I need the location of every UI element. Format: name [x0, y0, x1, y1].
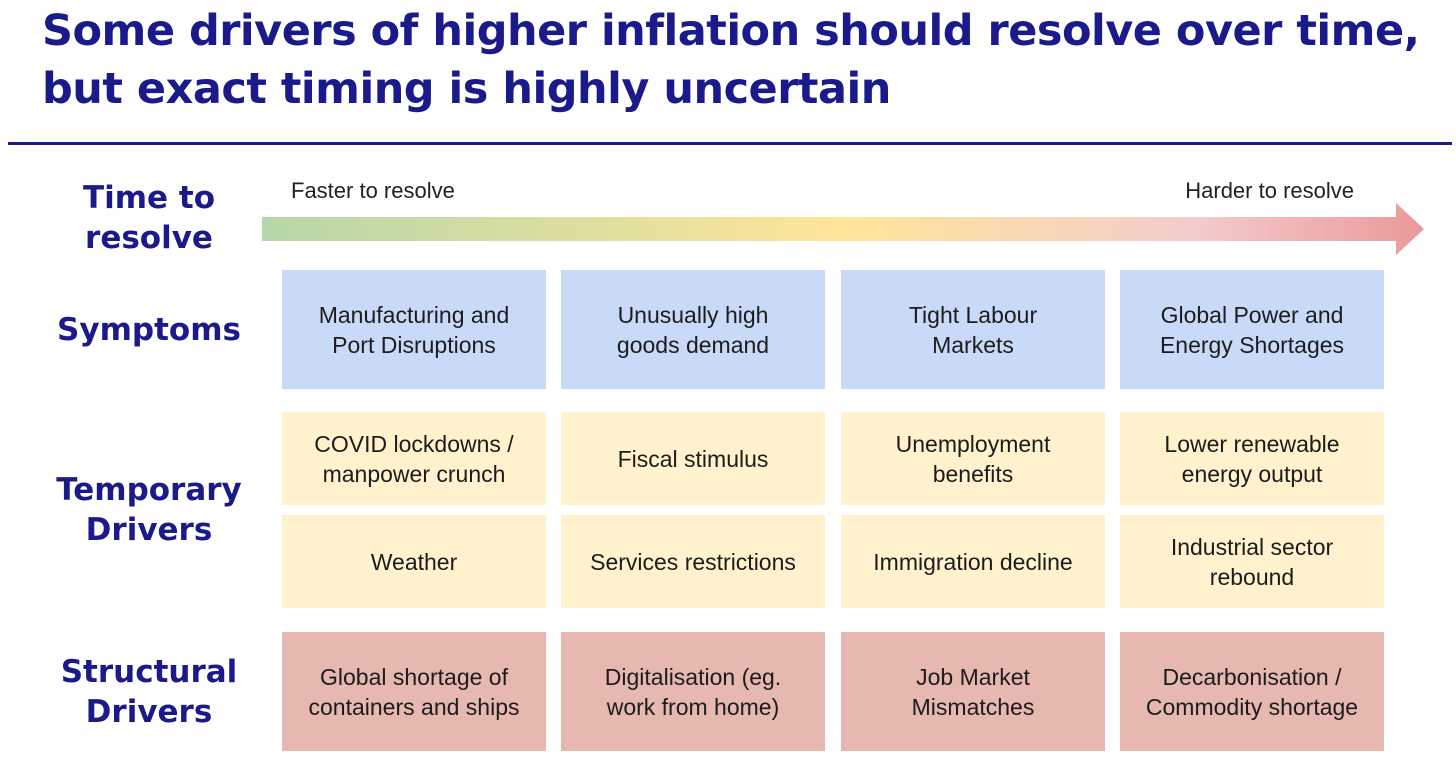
structural-driver-cell-3-line-2: Mismatches — [911, 693, 1035, 720]
scale-label-harder: Harder to resolve — [1185, 178, 1354, 203]
title-line-1: Some drivers of higher inflation should … — [42, 6, 1420, 56]
temporary-driver-cell-3: Unemployment benefits — [841, 412, 1105, 505]
temporary-driver-cell-5-line-1: Weather — [370, 548, 458, 575]
structural-driver-cell-2-line-1: Digitalisation (eg. — [604, 663, 782, 690]
structural-driver-cell-2-line-2: work from home) — [606, 693, 780, 720]
scale-label-faster: Faster to resolve — [291, 178, 455, 203]
structural-driver-cell-4-line-1: Decarbonisation / — [1162, 663, 1342, 690]
resolve-time-arrow — [262, 203, 1424, 255]
structural-driver-cell-2: Digitalisation (eg. work from home) — [561, 632, 825, 751]
temporary-driver-cell-5: Weather — [282, 515, 546, 608]
structural-driver-cell-1-line-1: Global shortage of — [320, 663, 508, 690]
symptom-cell-1-line-2: Port Disruptions — [332, 331, 496, 358]
symptom-cell-3-line-1: Tight Labour — [908, 301, 1038, 328]
symptom-cell-4: Global Power and Energy Shortages — [1120, 270, 1384, 389]
temporary-driver-cell-2-line-1: Fiscal stimulus — [617, 445, 769, 472]
label-time-to-resolve: Time to resolve — [20, 176, 278, 260]
structural-driver-cell-3: Job Market Mismatches — [841, 632, 1105, 751]
resolve-time-arrow-shape — [262, 203, 1424, 255]
temporary-driver-cell-8-line-1: Industrial sector — [1170, 533, 1334, 560]
structural-driver-cell-1-line-2: containers and ships — [308, 693, 520, 720]
symptom-cell-2-line-1: Unusually high — [617, 301, 769, 328]
label-temporary-drivers: Temporary Drivers — [20, 412, 278, 608]
label-time-to-resolve-line-1: Time to — [82, 180, 215, 216]
page-title: Some drivers of higher inflation should … — [42, 2, 1442, 118]
temporary-driver-cell-1-line-2: manpower crunch — [322, 460, 506, 487]
temporary-driver-cell-4-line-2: energy output — [1181, 460, 1323, 487]
structural-driver-cell-4: Decarbonisation / Commodity shortage — [1120, 632, 1384, 751]
symptom-cell-4-line-1: Global Power and — [1160, 301, 1344, 328]
structural-driver-cell-1: Global shortage of containers and ships — [282, 632, 546, 751]
temporary-driver-cell-1-line-1: COVID lockdowns / — [314, 430, 514, 457]
temporary-driver-cell-2: Fiscal stimulus — [561, 412, 825, 505]
label-temporary-drivers-line-1: Temporary — [56, 472, 242, 508]
symptom-cell-1-line-1: Manufacturing and — [318, 301, 510, 328]
temporary-driver-cell-7-line-1: Immigration decline — [873, 548, 1073, 575]
temporary-driver-cell-8-line-2: rebound — [1209, 563, 1295, 590]
label-structural-drivers-line-2: Drivers — [85, 693, 213, 730]
temporary-driver-cell-8: Industrial sector rebound — [1120, 515, 1384, 608]
label-temporary-drivers-line-2: Drivers — [85, 512, 213, 548]
symptom-cell-2: Unusually high goods demand — [561, 270, 825, 389]
title-divider — [8, 142, 1452, 145]
symptom-cell-3-line-2: Markets — [932, 331, 1014, 358]
label-symptoms-line-1: Symptoms — [57, 311, 241, 348]
label-time-to-resolve-line-2: resolve — [85, 220, 213, 256]
symptom-cell-3: Tight Labour Markets — [841, 270, 1105, 389]
temporary-driver-cell-3-line-2: benefits — [932, 460, 1014, 487]
temporary-driver-cell-6-line-1: Services restrictions — [590, 548, 796, 575]
temporary-driver-cell-7: Immigration decline — [841, 515, 1105, 608]
temporary-driver-cell-1: COVID lockdowns / manpower crunch — [282, 412, 546, 505]
symptom-cell-4-line-2: Energy Shortages — [1159, 331, 1345, 358]
label-structural-drivers: Structural Drivers — [20, 632, 278, 751]
temporary-driver-cell-4: Lower renewable energy output — [1120, 412, 1384, 505]
structural-driver-cell-3-line-1: Job Market — [916, 663, 1030, 690]
label-structural-drivers-line-1: Structural — [60, 653, 238, 690]
symptom-cell-2-line-2: goods demand — [616, 331, 770, 358]
temporary-driver-cell-3-line-1: Unemployment — [895, 430, 1051, 457]
label-symptoms: Symptoms — [20, 270, 278, 389]
structural-driver-cell-4-line-2: Commodity shortage — [1145, 693, 1359, 720]
symptom-cell-1: Manufacturing and Port Disruptions — [282, 270, 546, 389]
temporary-driver-cell-6: Services restrictions — [561, 515, 825, 608]
temporary-driver-cell-4-line-1: Lower renewable — [1164, 430, 1340, 457]
title-line-2: but exact timing is highly uncertain — [42, 64, 891, 114]
